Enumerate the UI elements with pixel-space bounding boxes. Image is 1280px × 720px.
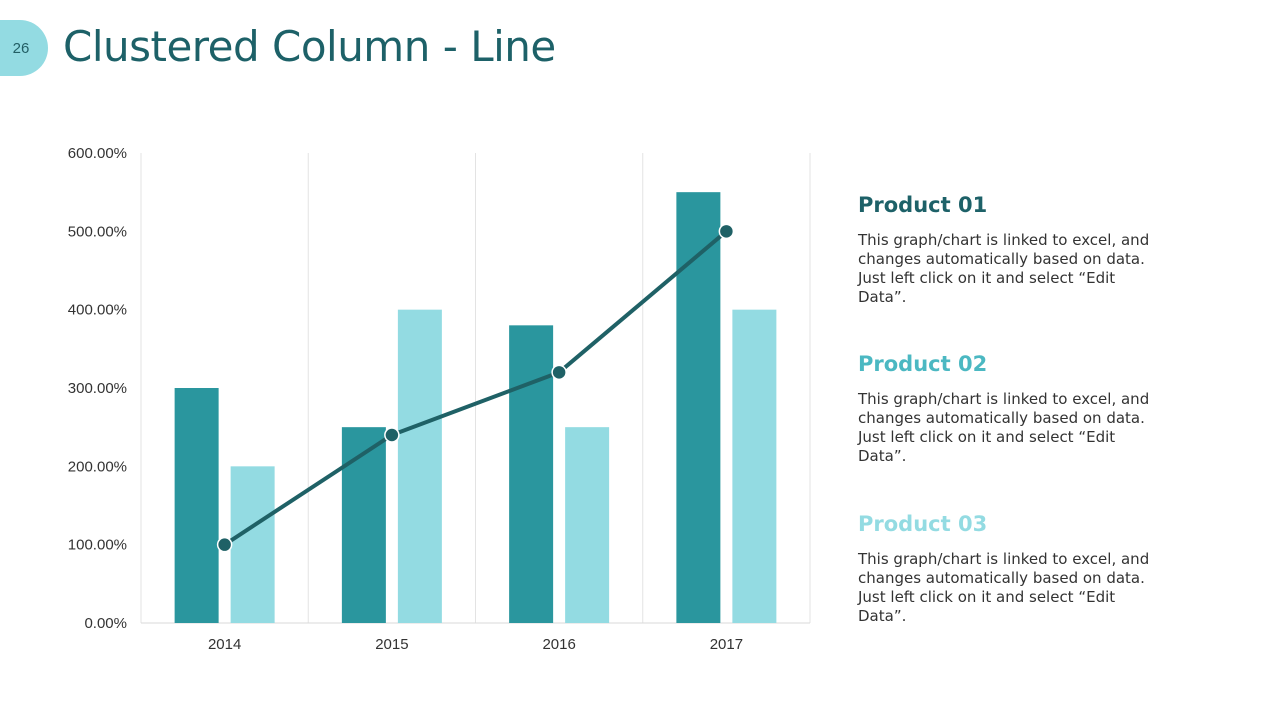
y-tick-label: 300.00% bbox=[68, 380, 127, 397]
legend-description-product-01: This graph/chart is linked to excel, and… bbox=[858, 231, 1150, 306]
y-tick-label: 200.00% bbox=[68, 458, 127, 475]
bar-series-2 bbox=[397, 309, 442, 623]
y-tick-label: 500.00% bbox=[68, 223, 127, 240]
line-series-point bbox=[551, 364, 567, 381]
y-tick-label: 100.00% bbox=[68, 537, 127, 554]
legend-description-product-03: This graph/chart is linked to excel, and… bbox=[858, 550, 1150, 625]
bar-series-2 bbox=[732, 309, 777, 623]
x-tick-label: 2016 bbox=[542, 636, 575, 653]
chart-bars bbox=[174, 192, 777, 623]
x-tick-label: 2015 bbox=[375, 636, 408, 653]
x-tick-label: 2014 bbox=[208, 636, 241, 653]
legend-title-product-01: Product 01 bbox=[858, 193, 988, 217]
legend-title-product-03: Product 03 bbox=[858, 512, 988, 536]
bar-series-1 bbox=[676, 192, 721, 623]
legend-product-02: Product 02 This graph/chart is linked to… bbox=[858, 352, 1238, 466]
clustered-column-line-chart[interactable]: 0.00% 100.00% 200.00% 300.00% 400.00% 500.00%… bbox=[0, 0, 840, 680]
bar-series-2 bbox=[565, 427, 610, 623]
slide-title: Clustered Column - Line bbox=[63, 22, 556, 71]
chart-line-series bbox=[216, 223, 735, 553]
y-tick-label: 400.00% bbox=[68, 302, 127, 319]
line-series-point bbox=[216, 536, 233, 553]
line-series-point bbox=[384, 427, 400, 443]
bar-series-2 bbox=[230, 466, 275, 623]
bar-series-1 bbox=[174, 388, 219, 623]
line-series-path bbox=[223, 229, 728, 547]
legend-description-product-02: This graph/chart is linked to excel, and… bbox=[858, 390, 1150, 465]
legend-product-01: Product 01 This graph/chart is linked to… bbox=[858, 193, 1238, 307]
line-series-point bbox=[718, 223, 735, 240]
y-tick-label: 600.00% bbox=[68, 145, 127, 162]
legend-product-03: Product 03 This graph/chart is linked to… bbox=[858, 512, 1238, 626]
chart-y-axis: 0.00% 100.00% 200.00% 300.00% 400.00% 500.00%… bbox=[68, 145, 127, 632]
page-number: 26 bbox=[12, 39, 30, 57]
bar-series-1 bbox=[341, 427, 386, 623]
chart-x-axis: 2014 2015 2016 2017 bbox=[208, 636, 743, 653]
bar-series-1 bbox=[509, 325, 554, 623]
legend-title-product-02: Product 02 bbox=[858, 352, 988, 376]
y-tick-label: 0.00% bbox=[84, 615, 127, 632]
x-tick-label: 2017 bbox=[710, 636, 743, 653]
page-number-badge: 26 bbox=[0, 20, 48, 76]
